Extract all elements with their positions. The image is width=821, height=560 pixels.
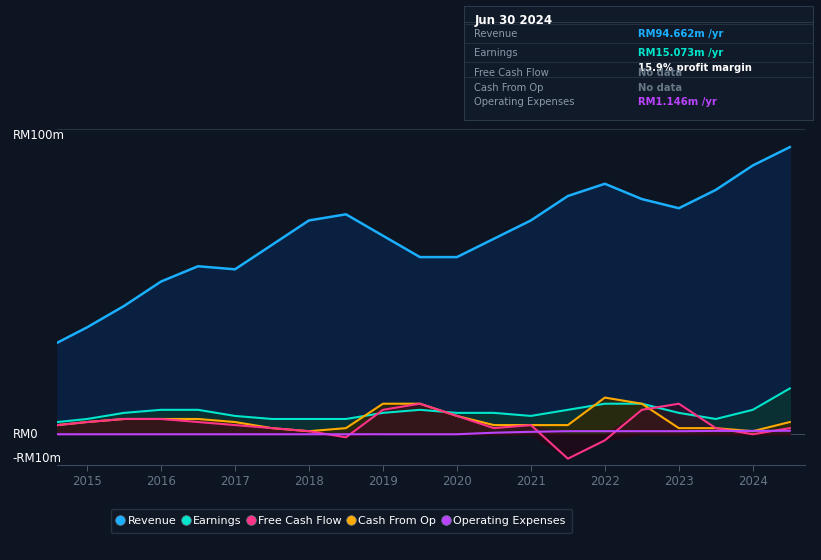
Text: Operating Expenses: Operating Expenses: [475, 97, 575, 108]
Text: RM100m: RM100m: [12, 129, 65, 142]
Text: -RM10m: -RM10m: [12, 452, 62, 465]
Text: RM15.073m /yr: RM15.073m /yr: [639, 48, 723, 58]
Legend: Revenue, Earnings, Free Cash Flow, Cash From Op, Operating Expenses: Revenue, Earnings, Free Cash Flow, Cash …: [111, 509, 572, 533]
Text: Cash From Op: Cash From Op: [475, 82, 544, 92]
Text: Free Cash Flow: Free Cash Flow: [475, 68, 549, 78]
Text: 15.9% profit margin: 15.9% profit margin: [639, 63, 752, 73]
Text: Revenue: Revenue: [475, 29, 518, 39]
Text: No data: No data: [639, 82, 682, 92]
Text: RM0: RM0: [12, 428, 39, 441]
Text: Jun 30 2024: Jun 30 2024: [475, 13, 553, 27]
Text: Earnings: Earnings: [475, 48, 518, 58]
Text: RM1.146m /yr: RM1.146m /yr: [639, 97, 718, 108]
Text: No data: No data: [639, 68, 682, 78]
Text: RM94.662m /yr: RM94.662m /yr: [639, 29, 723, 39]
